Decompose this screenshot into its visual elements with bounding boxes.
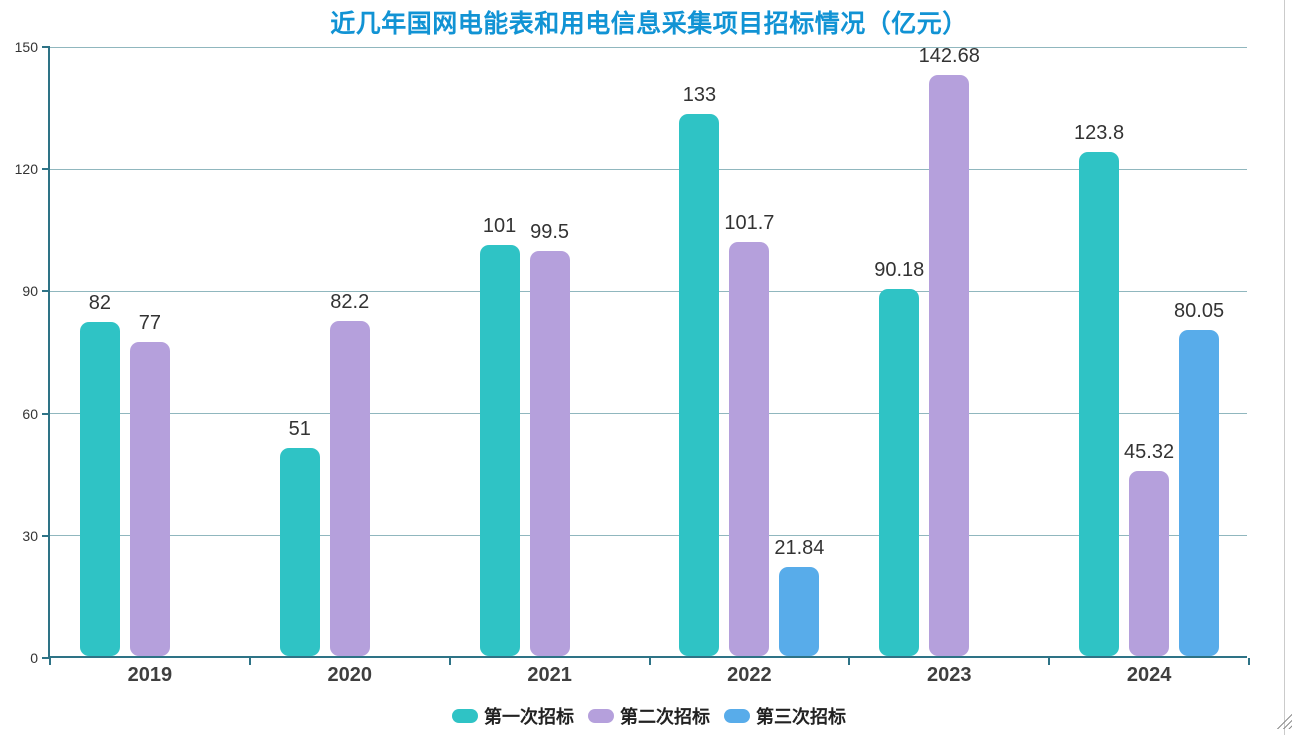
bar-series2-2024[interactable] bbox=[1129, 471, 1170, 656]
x-axis-label-2021: 2021 bbox=[527, 664, 572, 686]
legend-marker-icon bbox=[588, 709, 614, 723]
y-axis-tick bbox=[42, 412, 50, 415]
bar-value-label: 21.84 bbox=[774, 537, 825, 560]
y-axis-tick-label: 150 bbox=[14, 39, 38, 55]
x-axis-tick bbox=[848, 658, 851, 665]
bar-series2-2021[interactable] bbox=[529, 250, 570, 656]
y-axis-tick bbox=[42, 534, 50, 537]
x-axis-tick bbox=[248, 658, 251, 665]
x-axis-label-2024: 2024 bbox=[1126, 664, 1172, 686]
y-axis-tick bbox=[42, 290, 50, 293]
legend-marker-icon bbox=[452, 709, 478, 723]
bar-series2-2019[interactable] bbox=[129, 342, 170, 656]
bar-series3-2024[interactable] bbox=[1179, 329, 1220, 656]
gridline-30 bbox=[50, 535, 1247, 537]
bar-series1-2022[interactable] bbox=[679, 114, 720, 656]
bar-series3-2022[interactable] bbox=[779, 567, 820, 656]
bar-value-label: 82.2 bbox=[330, 291, 370, 314]
bar-series2-2022[interactable] bbox=[729, 241, 770, 656]
bar-value-label: 101 bbox=[482, 214, 517, 237]
bar-series1-2019[interactable] bbox=[79, 322, 120, 656]
bar-value-label: 99.5 bbox=[530, 220, 570, 243]
x-axis-tick bbox=[648, 658, 651, 665]
x-axis-label-2019: 2019 bbox=[127, 664, 173, 686]
bar-value-label: 101.7 bbox=[724, 211, 775, 234]
y-axis-tick-label: 60 bbox=[22, 405, 38, 422]
legend: 第一次招标 第二次招标 第三次招标 bbox=[452, 703, 846, 729]
bar-value-label: 77 bbox=[138, 312, 162, 335]
bar-value-label: 142.68 bbox=[918, 44, 980, 67]
x-axis-tick bbox=[49, 658, 51, 665]
x-axis-tick bbox=[448, 658, 451, 665]
bar-series1-2023[interactable] bbox=[879, 288, 920, 656]
bar-series2-2023[interactable] bbox=[929, 74, 970, 656]
bar-series1-2021[interactable] bbox=[479, 244, 520, 656]
x-axis-label-2023: 2023 bbox=[927, 664, 972, 686]
bar-value-label: 80.05 bbox=[1174, 299, 1225, 322]
legend-item-series3[interactable]: 第三次招标 bbox=[724, 703, 846, 729]
bar-value-label: 45.32 bbox=[1124, 441, 1175, 464]
bar-series1-2024[interactable] bbox=[1079, 151, 1120, 656]
y-axis-tick-label: 120 bbox=[14, 161, 38, 178]
y-axis-tick-label: 90 bbox=[22, 283, 38, 300]
window-right-border bbox=[1284, 0, 1285, 735]
x-axis-tick bbox=[1248, 658, 1250, 665]
plot-area: 0 30 60 90 120 150 2019 82 77 2020 51 82.2 2021 101 99… bbox=[15, 39, 1250, 686]
y-axis-tick bbox=[42, 657, 50, 659]
gridline-60 bbox=[50, 413, 1247, 415]
y-axis-tick bbox=[42, 168, 50, 171]
bar-value-label: 82 bbox=[88, 292, 112, 314]
x-axis-label-2020: 2020 bbox=[327, 664, 373, 686]
legend-marker-icon bbox=[724, 709, 750, 723]
y-axis-tick-label: 0 bbox=[30, 650, 38, 666]
chart-title: 近几年国网电能表和用电信息采集项目招标情况（亿元） bbox=[330, 10, 968, 38]
y-axis-tick bbox=[42, 46, 50, 48]
bar-value-label: 90.18 bbox=[874, 258, 925, 281]
legend-item-series2[interactable]: 第二次招标 bbox=[588, 703, 710, 729]
gridline-150 bbox=[50, 46, 1247, 48]
legend-label: 第二次招标 bbox=[620, 707, 710, 727]
y-axis-tick-label: 30 bbox=[22, 527, 38, 544]
legend-item-series1[interactable]: 第一次招标 bbox=[452, 703, 574, 729]
bar-value-label: 133 bbox=[682, 84, 717, 107]
gridline-90 bbox=[50, 290, 1247, 292]
legend-label: 第一次招标 bbox=[484, 707, 574, 727]
bar-value-label: 123.8 bbox=[1074, 121, 1125, 144]
bar-value-label: 51 bbox=[288, 418, 311, 441]
bar-series1-2020[interactable] bbox=[279, 448, 320, 656]
gridline-120 bbox=[50, 168, 1247, 170]
legend-label: 第三次招标 bbox=[756, 707, 846, 727]
x-axis-tick bbox=[1048, 658, 1051, 665]
x-axis-label-2022: 2022 bbox=[727, 664, 772, 686]
bar-series2-2020[interactable] bbox=[329, 321, 370, 656]
